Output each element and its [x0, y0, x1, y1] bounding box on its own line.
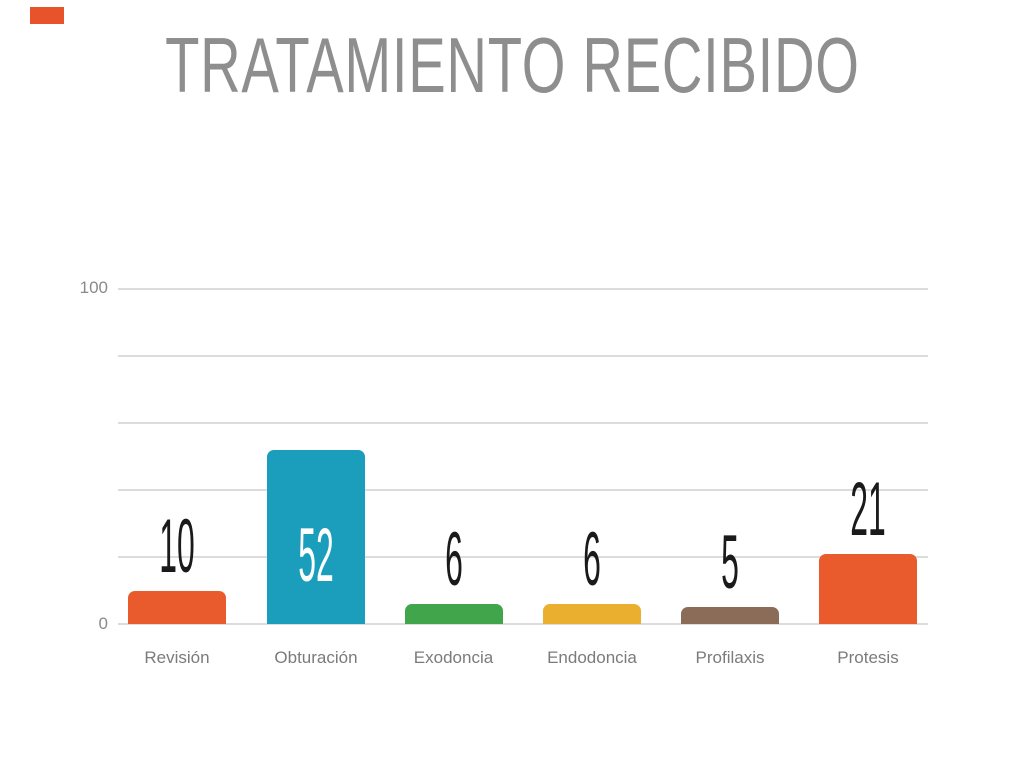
bar-exodoncia — [404, 603, 503, 624]
gridline — [118, 556, 928, 558]
page-title-text: TRATAMIENTO RECIBIDO — [164, 21, 860, 109]
bar-value-label: 6 — [583, 516, 601, 602]
y-axis-tick-0: 0 — [98, 614, 108, 633]
category-label: Exodoncia — [413, 648, 494, 667]
category-label: Revisión — [144, 648, 210, 667]
bar-value-label: 52 — [298, 512, 334, 598]
bar-value-label: 10 — [159, 503, 195, 589]
y-axis-tick-100: 100 — [79, 278, 108, 297]
bar-profilaxis — [681, 607, 779, 624]
x-axis-line — [118, 623, 928, 625]
bar-obturacion — [267, 449, 365, 624]
category-label: Endodoncia — [547, 648, 637, 667]
category-label: Protesis — [837, 648, 899, 667]
gridline — [118, 355, 928, 357]
gridline — [118, 489, 928, 491]
bar-value-label: 21 — [850, 466, 886, 552]
category-label: Profilaxis — [695, 648, 765, 667]
bar-endodoncia — [543, 603, 641, 624]
bar-value-label: 5 — [721, 520, 739, 606]
bar-value-label: 6 — [444, 516, 463, 602]
gridline — [118, 422, 928, 424]
category-label: Obturación — [274, 648, 358, 667]
gridline — [118, 288, 928, 290]
corner-marker — [30, 7, 64, 24]
bar-protesis — [819, 553, 917, 624]
bar-revision — [128, 590, 226, 624]
page-title: TRATAMIENTO RECIBIDO — [0, 26, 1024, 104]
